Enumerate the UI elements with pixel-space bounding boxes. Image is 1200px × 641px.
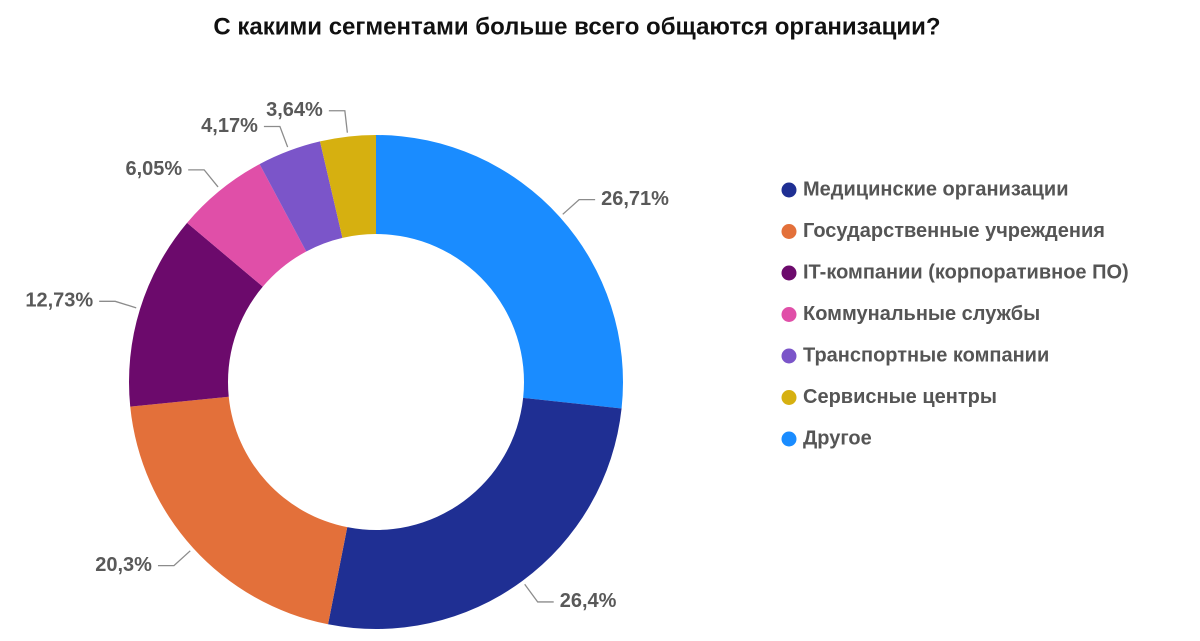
leader-line (99, 300, 137, 309)
donut-segment (130, 396, 348, 625)
leader-line (562, 198, 596, 215)
legend-marker (781, 348, 797, 364)
leader-line (188, 169, 219, 188)
leader-line (524, 583, 554, 603)
data-label: 12,73% (25, 290, 93, 312)
donut-segment (129, 222, 263, 407)
legend-marker (781, 307, 797, 322)
donut-segment (320, 135, 376, 238)
legend-label: Транспортные компании (803, 344, 1049, 366)
data-label: 6,05% (125, 158, 182, 180)
legend-marker (781, 431, 797, 447)
leader-line (157, 550, 191, 567)
legend-label: Государственные учреждения (803, 220, 1105, 242)
donut-segment (328, 397, 622, 629)
legend-label: Медицинские организации (803, 178, 1069, 200)
legend-label: Сервисные центры (803, 386, 997, 408)
donut-segment (259, 141, 343, 252)
data-label: 20,3% (95, 554, 152, 576)
legend-label: IT-компании (корпоративное ПО) (803, 261, 1129, 283)
legend-marker (781, 224, 797, 239)
legend-marker (781, 265, 797, 281)
data-label: 26,4% (560, 590, 617, 612)
legend-label: Другое (803, 427, 872, 449)
data-label: 26,71% (601, 188, 669, 210)
legend-label: Коммунальные службы (803, 303, 1040, 325)
leader-line (263, 125, 289, 148)
legend-marker (781, 182, 797, 198)
legend-marker (781, 390, 797, 405)
leader-line (328, 110, 349, 133)
chart-title: С какими сегментами больше всего общаютс… (213, 13, 940, 40)
data-label: 3,64% (266, 99, 323, 121)
donut-segment (187, 164, 307, 287)
data-label: 4,17% (201, 115, 258, 137)
donut-segment (376, 135, 623, 409)
